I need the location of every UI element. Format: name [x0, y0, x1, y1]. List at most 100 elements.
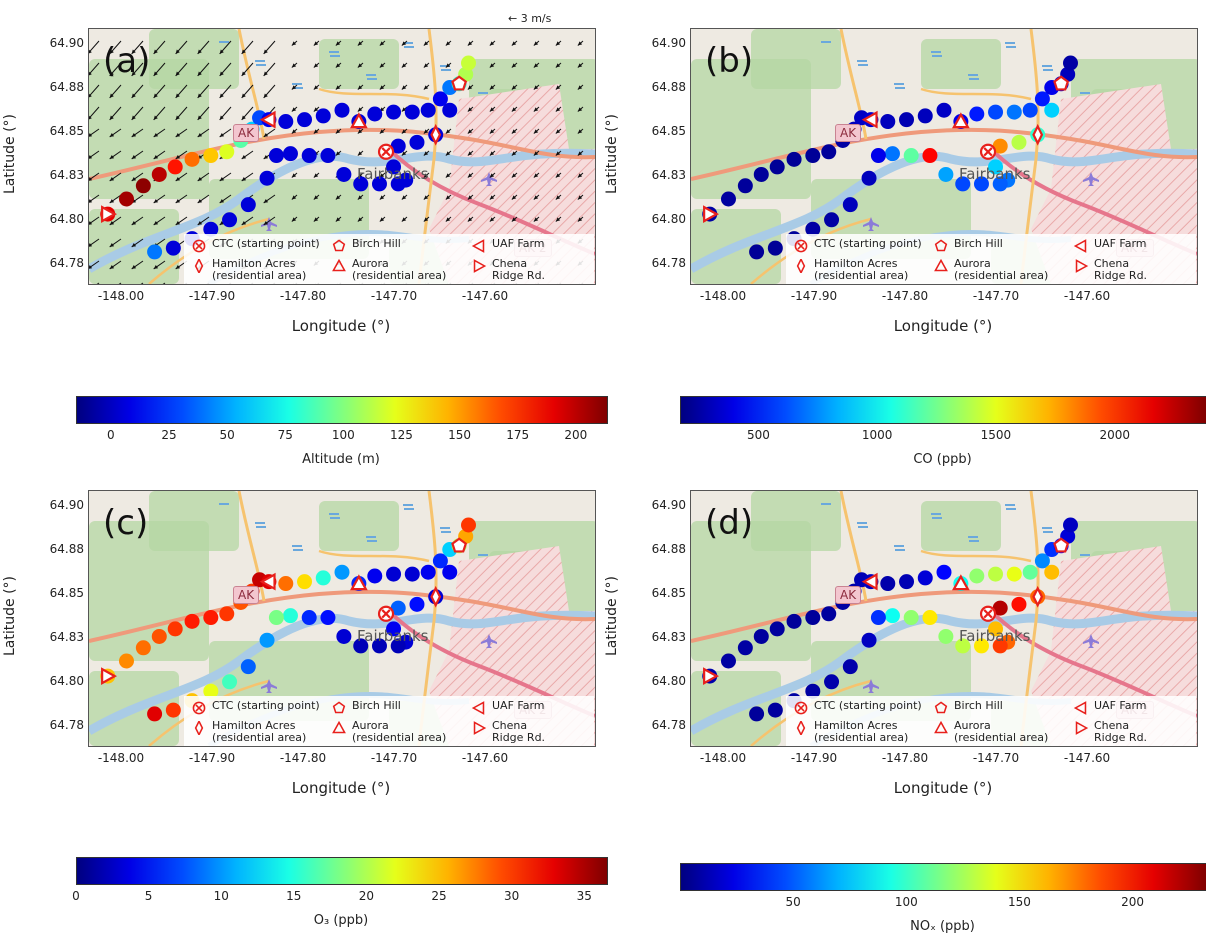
track-point[interactable] — [1044, 102, 1060, 118]
track-point[interactable] — [753, 166, 769, 182]
track-point[interactable] — [386, 566, 402, 582]
track-point[interactable] — [1044, 564, 1060, 580]
track-point[interactable] — [988, 104, 1004, 120]
track-point[interactable] — [737, 640, 753, 656]
track-point[interactable] — [184, 151, 200, 167]
track-point[interactable] — [861, 170, 877, 186]
track-point[interactable] — [282, 146, 298, 162]
map-b[interactable]: (b)FairbanksAKAK 2CTC (starting point)Bi… — [690, 28, 1198, 285]
track-point[interactable] — [955, 176, 971, 192]
track-point[interactable] — [222, 212, 238, 228]
site-marker-diamond[interactable] — [1032, 585, 1044, 608]
track-point[interactable] — [409, 134, 425, 150]
track-point[interactable] — [1022, 564, 1038, 580]
site-marker-x-circle[interactable] — [979, 605, 997, 622]
track-point[interactable] — [824, 212, 840, 228]
site-marker-x-circle[interactable] — [979, 143, 997, 160]
track-point[interactable] — [151, 628, 167, 644]
track-point[interactable] — [992, 638, 1008, 654]
track-point[interactable] — [390, 638, 406, 654]
site-marker-right-triangle[interactable] — [703, 205, 720, 223]
track-point[interactable] — [824, 674, 840, 690]
track-point[interactable] — [336, 628, 352, 644]
track-point[interactable] — [165, 702, 181, 718]
track-point[interactable] — [315, 570, 331, 586]
track-point[interactable] — [203, 221, 219, 237]
track-point[interactable] — [988, 566, 1004, 582]
track-point[interactable] — [992, 138, 1008, 154]
track-point[interactable] — [147, 706, 163, 722]
track-point[interactable] — [1006, 566, 1022, 582]
site-marker-diamond[interactable] — [430, 585, 442, 608]
site-marker-pentagon[interactable] — [451, 75, 468, 91]
track-point[interactable] — [1063, 517, 1078, 533]
track-point[interactable] — [805, 148, 821, 164]
track-point[interactable] — [461, 55, 476, 71]
track-point[interactable] — [870, 148, 886, 164]
track-point[interactable] — [259, 632, 275, 648]
track-point[interactable] — [938, 628, 954, 644]
track-point[interactable] — [278, 576, 294, 592]
track-point[interactable] — [969, 568, 985, 584]
track-point[interactable] — [432, 553, 448, 569]
track-point[interactable] — [420, 102, 436, 118]
track-point[interactable] — [767, 240, 783, 256]
track-point[interactable] — [821, 144, 837, 160]
track-point[interactable] — [805, 221, 821, 237]
site-marker-right-triangle[interactable] — [101, 205, 118, 223]
track-point[interactable] — [1011, 596, 1027, 612]
track-point[interactable] — [842, 197, 858, 213]
track-point[interactable] — [917, 570, 933, 586]
track-point[interactable] — [922, 148, 938, 164]
track-point[interactable] — [842, 659, 858, 675]
site-marker-left-triangle[interactable] — [259, 572, 276, 591]
track-point[interactable] — [301, 610, 317, 626]
track-point[interactable] — [386, 104, 402, 120]
track-point[interactable] — [297, 574, 313, 590]
track-point[interactable] — [720, 653, 736, 669]
site-marker-pentagon[interactable] — [451, 537, 468, 553]
site-marker-pentagon[interactable] — [1053, 537, 1070, 553]
track-point[interactable] — [767, 702, 783, 718]
track-point[interactable] — [203, 148, 219, 164]
track-point[interactable] — [805, 683, 821, 699]
track-point[interactable] — [786, 151, 802, 167]
track-point[interactable] — [442, 102, 458, 118]
track-point[interactable] — [880, 114, 896, 130]
track-point[interactable] — [219, 144, 235, 160]
track-point[interactable] — [992, 176, 1008, 192]
site-marker-up-triangle[interactable] — [349, 112, 368, 129]
track-point[interactable] — [432, 91, 448, 107]
track-point[interactable] — [118, 191, 134, 207]
track-point[interactable] — [786, 613, 802, 629]
track-point[interactable] — [769, 621, 785, 637]
site-marker-pentagon[interactable] — [1053, 75, 1070, 91]
map-c[interactable]: (c)FairbanksAKAK 2CTC (starting point)Bi… — [88, 490, 596, 747]
track-point[interactable] — [899, 112, 915, 128]
track-point[interactable] — [992, 600, 1008, 616]
track-point[interactable] — [753, 628, 769, 644]
track-point[interactable] — [955, 638, 971, 654]
track-point[interactable] — [899, 574, 915, 590]
site-marker-x-circle[interactable] — [377, 143, 395, 160]
track-point[interactable] — [870, 610, 886, 626]
track-point[interactable] — [219, 606, 235, 622]
track-point[interactable] — [301, 148, 317, 164]
track-point[interactable] — [922, 610, 938, 626]
track-point[interactable] — [409, 596, 425, 612]
map-d[interactable]: (d)FairbanksAKAK 2CTC (starting point)Bi… — [690, 490, 1198, 747]
track-point[interactable] — [749, 706, 765, 722]
track-point[interactable] — [903, 610, 919, 626]
track-point[interactable] — [118, 653, 134, 669]
track-point[interactable] — [936, 102, 952, 118]
track-point[interactable] — [390, 600, 406, 616]
track-point[interactable] — [973, 638, 989, 654]
track-point[interactable] — [1034, 91, 1050, 107]
track-point[interactable] — [315, 108, 331, 124]
track-point[interactable] — [147, 244, 163, 260]
track-point[interactable] — [884, 608, 900, 624]
track-point[interactable] — [320, 148, 336, 164]
site-marker-left-triangle[interactable] — [861, 572, 878, 591]
track-point[interactable] — [268, 610, 284, 626]
track-point[interactable] — [917, 108, 933, 124]
